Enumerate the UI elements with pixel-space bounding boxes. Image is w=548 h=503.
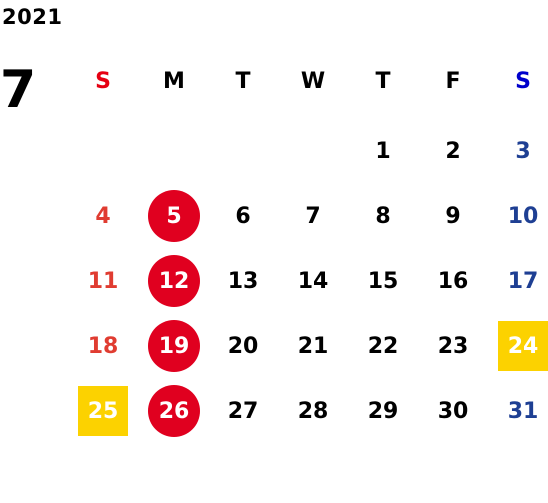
- day-cell-29[interactable]: 29: [367, 398, 399, 424]
- day-cell-15[interactable]: 15: [367, 268, 399, 294]
- day-cell-23[interactable]: 23: [437, 333, 469, 359]
- day-cell-31[interactable]: 31: [507, 398, 539, 424]
- day-cell-4[interactable]: 4: [95, 203, 111, 229]
- day-cell-6[interactable]: 6: [235, 203, 251, 229]
- day-cell-5[interactable]: 5: [166, 203, 182, 229]
- day-cell-17[interactable]: 17: [507, 268, 539, 294]
- day-cell-30[interactable]: 30: [437, 398, 469, 424]
- day-cell-28[interactable]: 28: [297, 398, 329, 424]
- day-cell-20[interactable]: 20: [227, 333, 259, 359]
- holiday-circle-marker: [148, 320, 200, 372]
- day-cell-21[interactable]: 21: [297, 333, 329, 359]
- day-cell-22[interactable]: 22: [367, 333, 399, 359]
- special-day-square-marker: [78, 386, 128, 436]
- day-cell-2[interactable]: 2: [445, 138, 461, 164]
- day-cell-18[interactable]: 18: [87, 333, 119, 359]
- day-cell-13[interactable]: 13: [227, 268, 259, 294]
- day-cell-14[interactable]: 14: [297, 268, 329, 294]
- holiday-circle-marker: [148, 255, 200, 307]
- day-cell-12[interactable]: 12: [158, 268, 190, 294]
- day-cell-8[interactable]: 8: [375, 203, 391, 229]
- day-cell-24[interactable]: 24: [507, 333, 539, 359]
- day-cell-3[interactable]: 3: [515, 138, 531, 164]
- day-cell-27[interactable]: 27: [227, 398, 259, 424]
- day-cell-16[interactable]: 16: [437, 268, 469, 294]
- day-cell-26[interactable]: 26: [158, 398, 190, 424]
- weekday-header-fri: F: [445, 68, 461, 94]
- weekday-header-thu: T: [375, 68, 391, 94]
- day-cell-25[interactable]: 25: [87, 398, 119, 424]
- day-cell-19[interactable]: 19: [158, 333, 190, 359]
- weekday-header-sat: S: [515, 68, 531, 94]
- weekday-header-sun: S: [95, 68, 111, 94]
- holiday-circle-marker: [148, 385, 200, 437]
- day-cell-10[interactable]: 10: [507, 203, 539, 229]
- calendar-year: 2021: [2, 5, 63, 29]
- weekday-header-wed: W: [300, 68, 326, 94]
- day-cell-9[interactable]: 9: [445, 203, 461, 229]
- weekday-header-mon: M: [163, 68, 185, 94]
- day-cell-11[interactable]: 11: [87, 268, 119, 294]
- day-cell-1[interactable]: 1: [375, 138, 391, 164]
- weekday-header-tue: T: [235, 68, 251, 94]
- holiday-circle-marker: [148, 190, 200, 242]
- calendar-month: 7: [0, 60, 37, 120]
- day-cell-7[interactable]: 7: [305, 203, 321, 229]
- special-day-square-marker: [498, 321, 548, 371]
